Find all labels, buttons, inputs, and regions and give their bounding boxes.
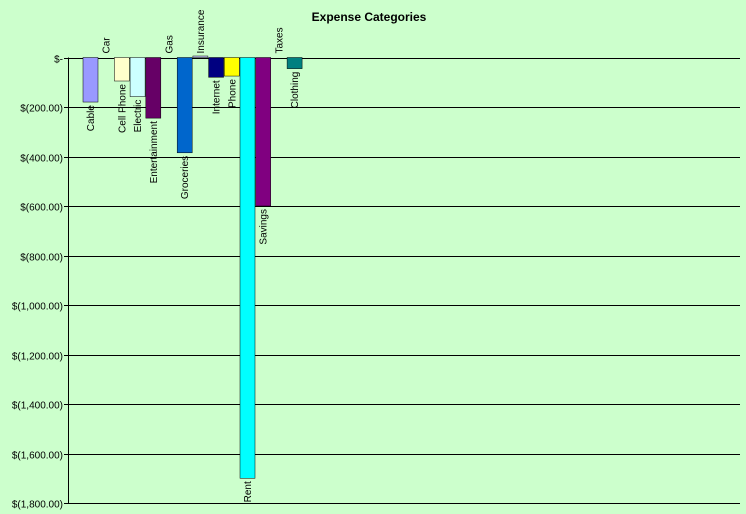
- y-tick-label: $(1,200.00): [12, 352, 63, 363]
- bar-groceries: [176, 57, 193, 154]
- y-tick-label: $(400.00): [20, 154, 63, 165]
- y-tick-label: $-: [54, 55, 63, 66]
- y-tick-label: $(200.00): [20, 104, 63, 115]
- category-label: Cell Phone: [117, 84, 128, 133]
- category-label: Rent: [243, 481, 254, 502]
- category-label: Car: [102, 37, 113, 54]
- bar-savings: [255, 57, 271, 207]
- bar-rent: [239, 57, 256, 479]
- y-tick-label: $(1,000.00): [12, 302, 63, 313]
- bar-electric: [129, 57, 146, 97]
- category-label: Internet: [212, 80, 223, 114]
- category-label: Electric: [133, 100, 144, 133]
- category-label: Taxes: [274, 27, 285, 53]
- y-tick-label: $(800.00): [20, 253, 63, 264]
- bar-internet: [208, 57, 224, 78]
- category-label: Entertainment: [149, 121, 160, 183]
- bar-insurance: [192, 55, 209, 58]
- category-label: Groceries: [180, 156, 191, 199]
- chart-title: Expense Categories: [312, 10, 427, 24]
- y-tick-label: $(1,400.00): [12, 401, 63, 412]
- bar-cell-phone: [114, 57, 130, 82]
- category-label: Gas: [165, 35, 176, 53]
- category-label: Savings: [259, 209, 270, 245]
- category-label: Cable: [86, 105, 97, 132]
- category-label: Phone: [227, 79, 238, 108]
- y-tick-label: $(1,600.00): [12, 451, 63, 462]
- category-labels: Cable Car Cell Phone Electric Entertainment G…: [86, 9, 301, 502]
- bar-clothing: [286, 57, 303, 69]
- bar-series: [82, 55, 303, 479]
- y-axis-ticks: $- $(200.00) $(400.00) $(600.00) $(800.00) $(…: [12, 55, 68, 511]
- bar-phone: [224, 57, 240, 77]
- grid-lines: [68, 57, 740, 504]
- category-label: Insurance: [196, 9, 207, 53]
- category-label: Clothing: [290, 72, 301, 109]
- y-tick-label: $(1,800.00): [12, 500, 63, 511]
- bar-cable: [82, 57, 99, 103]
- y-tick-label: $(600.00): [20, 203, 63, 214]
- bar-entertainment: [145, 57, 162, 119]
